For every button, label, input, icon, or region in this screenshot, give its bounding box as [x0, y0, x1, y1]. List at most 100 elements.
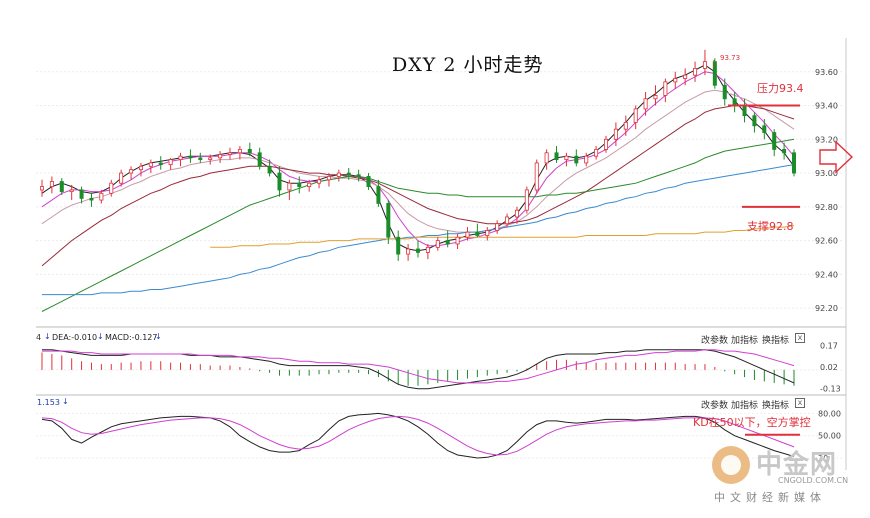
candle-body [336, 172, 341, 177]
candle-body [673, 78, 678, 83]
watermark-domain: CNGOLD.COM.CN [778, 476, 849, 485]
kd-annotation: KD在50以下，空方掌控 [693, 416, 811, 429]
candle-body [40, 186, 45, 191]
candle-body [267, 165, 272, 174]
candle-body [643, 98, 648, 110]
chart-title: DXY 2 小时走势 [392, 54, 544, 76]
candle-body [792, 152, 797, 174]
candle-body [317, 179, 322, 184]
macd-switch-indicator-button[interactable]: 换指标 [762, 336, 790, 346]
kd-close-icon[interactable]: x [795, 398, 805, 408]
candle-body [376, 186, 381, 204]
main-y-tick-label: 92.40 [815, 270, 838, 279]
watermark-brand: 中金网 [756, 450, 838, 480]
kd-y-tick-label: 80.00 [818, 409, 841, 418]
watermark-logo-inner-icon [721, 455, 741, 475]
candle-body [663, 81, 668, 96]
candle-body [99, 192, 104, 201]
candle-body [386, 203, 391, 238]
main-y-tick-label: 92.60 [815, 237, 838, 246]
candle-body [415, 248, 420, 253]
candle-body [564, 155, 569, 160]
moving-average-line [42, 164, 795, 296]
candle-body [702, 61, 707, 69]
candle-body [227, 152, 232, 155]
candle-body [455, 236, 460, 245]
candle-body [752, 115, 757, 127]
resistance-label: 压力93.4 [757, 82, 804, 95]
candle-body [514, 209, 519, 218]
kd-header-value: 1.153 [37, 398, 60, 407]
main-y-tick-label: 93.40 [815, 102, 838, 111]
candle-body [366, 176, 371, 187]
support-label: 支撑92.8 [747, 220, 794, 233]
candle-body [584, 155, 589, 164]
candle-body [396, 236, 401, 255]
candle-body [129, 169, 134, 174]
candle-body [762, 125, 767, 133]
right-arrow-icon [819, 140, 854, 174]
macd-dea-line [42, 349, 795, 384]
candle-body [742, 105, 747, 117]
candle-body [208, 157, 213, 160]
candle-body [218, 154, 223, 159]
candle-body [79, 189, 84, 199]
moving-average-line [41, 105, 795, 267]
moving-average-line [41, 89, 795, 233]
candle-body [693, 67, 698, 76]
macd-down-arrow: ↓ [44, 332, 51, 341]
macd-header-prefix: 4 [36, 333, 42, 342]
macd-y-tick-label: -0.13 [820, 385, 841, 394]
candle-body [346, 172, 351, 176]
main-y-tick-label: 93.00 [815, 169, 838, 178]
candle-body [198, 157, 203, 160]
candle-body [69, 189, 74, 193]
main-y-tick-label: 92.80 [815, 203, 838, 212]
candle-body [653, 95, 658, 100]
candle-body [465, 231, 470, 238]
candle-body [425, 246, 430, 253]
candle-body [148, 162, 153, 167]
kd-add-indicator-button[interactable]: 加指标 [731, 401, 759, 411]
candle-body [475, 231, 480, 236]
watermark-slogan: 中文财经新媒体 [714, 491, 826, 504]
candle-body [138, 165, 143, 171]
candle-body [633, 108, 638, 123]
candle-body [485, 230, 490, 236]
candle-body [623, 122, 628, 130]
candle-body [237, 149, 242, 154]
high-price-label: 93.73 [720, 54, 741, 62]
candle-body [712, 61, 717, 86]
candle-body [178, 155, 183, 160]
candle-body [594, 149, 599, 157]
candle-body [683, 74, 688, 79]
candle-body [534, 162, 539, 191]
candle-body [544, 152, 549, 164]
kd-down-arrow: ↓ [62, 397, 69, 406]
candle-body [158, 162, 163, 166]
candle-body [445, 240, 450, 245]
kd-y-tick-label: 20 [818, 454, 828, 463]
candle-body [435, 240, 440, 248]
candle-body [326, 176, 331, 181]
candle-body [59, 181, 64, 193]
candle-body [782, 149, 787, 154]
kd-switch-indicator-button[interactable]: 换指标 [762, 401, 790, 411]
macd-close-icon[interactable]: x [795, 333, 805, 343]
kd-edit-params-button[interactable]: 改参数 [701, 401, 729, 411]
macd-add-indicator-button[interactable]: 加指标 [731, 336, 759, 346]
candle-body [89, 197, 94, 201]
candle-body [495, 223, 500, 231]
candle-body [524, 189, 529, 211]
candle-body [247, 149, 252, 154]
moving-average-line [41, 138, 795, 312]
candle-body [307, 182, 312, 187]
macd-edit-params-button[interactable]: 改参数 [701, 336, 729, 346]
candle-body [722, 84, 727, 100]
candle-body [188, 155, 193, 159]
macd-label: MACD:-0.127 [105, 333, 158, 342]
candle-body [732, 98, 737, 106]
macd-value-down-arrow: ↓ [155, 332, 162, 341]
